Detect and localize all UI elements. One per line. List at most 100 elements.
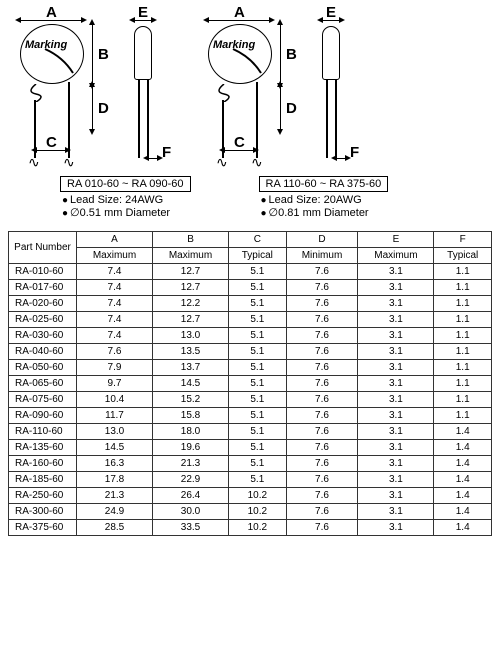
part-number-cell: RA-160-60 [9,456,77,472]
col-subheader: Maximum [153,248,229,264]
dimension-cell: 3.1 [358,488,434,504]
table-row: RA-185-6017.822.95.17.63.11.4 [9,472,492,488]
dimension-cell: 7.6 [286,488,358,504]
dimension-cell: 5.1 [229,280,287,296]
dimension-cell: 17.8 [77,472,153,488]
col-header: F [434,232,492,248]
dimension-cell: 7.4 [77,264,153,280]
dimension-cell: 5.1 [229,344,287,360]
table-row: RA-025-607.412.75.17.63.11.1 [9,312,492,328]
dimension-cell: 28.5 [77,520,153,536]
table-row: RA-030-607.413.05.17.63.11.1 [9,328,492,344]
arrow-c [36,150,66,151]
dimension-cell: 30.0 [153,504,229,520]
dimension-cell: 5.1 [229,360,287,376]
specbox-right: RA 110-60 ~ RA 375-60 ●Lead Size: 20AWG … [259,176,389,219]
dimension-cell: 7.6 [286,472,358,488]
dim-b-label: B [98,46,109,63]
dimension-cell: 12.2 [153,296,229,312]
side-lead [138,80,140,158]
dimension-cell: 10.2 [229,504,287,520]
dimension-cell: 11.7 [77,408,153,424]
table-row: RA-020-607.412.25.17.63.11.1 [9,296,492,312]
diameter-line: ●∅0.51 mm Diameter [62,206,191,219]
table-row: RA-250-6021.326.410.27.63.11.4 [9,488,492,504]
dimension-cell: 33.5 [153,520,229,536]
arrow-b [92,24,93,84]
dimension-cell: 12.7 [153,280,229,296]
part-number-cell: RA-300-60 [9,504,77,520]
arrow-b [280,24,281,84]
dimension-cell: 7.6 [286,296,358,312]
col-subheader: Minimum [286,248,358,264]
dimension-cell: 3.1 [358,408,434,424]
side-body [322,26,340,80]
col-header: D [286,232,358,248]
dimension-cell: 3.1 [358,440,434,456]
table-row: RA-110-6013.018.05.17.63.11.4 [9,424,492,440]
table-row: RA-075-6010.415.25.17.63.11.1 [9,392,492,408]
arrow-f [148,158,158,159]
dimension-cell: 7.6 [286,280,358,296]
dimension-cell: 15.8 [153,408,229,424]
tilde-icon: ∿ [251,154,263,171]
side-lead [147,80,149,158]
dimension-cell: 1.1 [434,344,492,360]
dimension-cell: 3.1 [358,520,434,536]
dimension-cell: 1.1 [434,312,492,328]
part-number-cell: RA-075-60 [9,392,77,408]
dimension-cell: 1.4 [434,424,492,440]
dimension-cell: 1.1 [434,408,492,424]
dim-f-label: F [350,144,359,161]
table-row: RA-375-6028.533.510.27.63.11.4 [9,520,492,536]
dimension-cell: 3.1 [358,392,434,408]
part-number-cell: RA-050-60 [9,360,77,376]
part-number-cell: RA-040-60 [9,344,77,360]
component-disc: Marking [20,24,84,84]
dimensions-table: Part Number ABCDEF MaximumMaximumTypical… [8,231,492,536]
dimension-cell: 1.4 [434,456,492,472]
part-number-cell: RA-025-60 [9,312,77,328]
dim-e-label: E [326,4,336,21]
dim-a-label: A [234,4,245,21]
dimension-cell: 1.4 [434,488,492,504]
dim-d-label: D [98,100,109,117]
table-row: RA-010-607.412.75.17.63.11.1 [9,264,492,280]
dimension-cell: 3.1 [358,280,434,296]
dimension-cell: 5.1 [229,376,287,392]
dimension-cell: 1.4 [434,440,492,456]
dimension-cell: 15.2 [153,392,229,408]
arrow-a [20,20,82,21]
dimension-cell: 3.1 [358,328,434,344]
part-number-cell: RA-135-60 [9,440,77,456]
dimension-cell: 22.9 [153,472,229,488]
dimension-cell: 26.4 [153,488,229,504]
dimension-cell: 5.1 [229,424,287,440]
table-header-row1: Part Number ABCDEF [9,232,492,248]
table-row: RA-135-6014.519.65.17.63.11.4 [9,440,492,456]
dimension-cell: 1.1 [434,376,492,392]
dimension-cell: 1.1 [434,328,492,344]
dim-d-label: D [286,100,297,117]
table-header-row2: MaximumMaximumTypicalMinimumMaximumTypic… [9,248,492,264]
dimension-cell: 13.0 [153,328,229,344]
dimension-cell: 1.1 [434,360,492,376]
dimension-cell: 7.6 [286,344,358,360]
lead-size-line: ●Lead Size: 20AWG [261,194,389,206]
part-number-cell: RA-375-60 [9,520,77,536]
tilde-icon: ∿ [63,154,75,171]
table-row: RA-160-6016.321.35.17.63.11.4 [9,456,492,472]
dimension-cell: 13.0 [77,424,153,440]
dimension-cell: 1.1 [434,264,492,280]
diagram-right-group: A Marking ∿ ∿ B D C E F [196,8,378,168]
diagram-side-right: E F [308,8,378,168]
dimension-cell: 3.1 [358,296,434,312]
dimension-cell: 19.6 [153,440,229,456]
dimension-cell: 24.9 [77,504,153,520]
side-lead [335,80,337,158]
part-number-cell: RA-017-60 [9,280,77,296]
lead-size-line: ●Lead Size: 24AWG [62,194,191,206]
dimension-cell: 7.4 [77,328,153,344]
dimension-cell: 5.1 [229,456,287,472]
dimension-cell: 10.4 [77,392,153,408]
